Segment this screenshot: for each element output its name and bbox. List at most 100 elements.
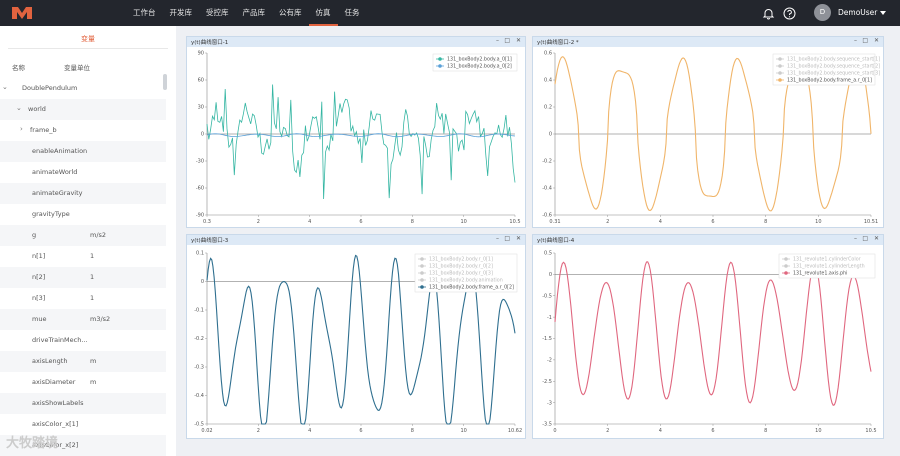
x-tick-label: 10: [815, 219, 821, 225]
legend-item[interactable]: 131_boxBody2.body.r_0[2]: [429, 264, 493, 270]
y-tick-label: -0.6: [542, 213, 552, 219]
tree-row[interactable]: gravityType: [0, 204, 166, 225]
x-tick-label: 8: [764, 219, 767, 225]
nav-item[interactable]: 产品库: [242, 8, 266, 17]
watermark: 大牧踏境: [6, 436, 59, 451]
variable-unit: m: [90, 357, 97, 365]
chart-2[interactable]: 0.6 0.4 0.2 0 -0.2 -0.4 -0.60.31 2 4 6 8 10 10.51 131…: [533, 47, 885, 229]
tree-row[interactable]: animateWorld: [0, 162, 166, 183]
legend-item[interactable]: 131_boxBody2.body.r_0[1]: [429, 257, 493, 263]
nav-item[interactable]: 工作台: [133, 8, 156, 17]
help-icon[interactable]: [783, 7, 796, 20]
top-bar: 工作台 开发库 受控库 产品库 公有库 仿真 任务 D DemoUser: [0, 0, 900, 26]
nav-item[interactable]: 公有库: [279, 8, 302, 17]
close-icon[interactable]: ✕: [515, 37, 521, 44]
panel-title: y(t)曲线窗口-4: [537, 238, 575, 244]
close-icon[interactable]: ✕: [515, 235, 521, 242]
x-tick-label: 2: [257, 428, 260, 434]
minimize-icon[interactable]: –: [496, 235, 499, 242]
x-tick-label: 8: [411, 219, 414, 225]
variable-name: n[1]: [32, 252, 46, 260]
variable-name: driveTrainMech...: [32, 336, 88, 344]
legend-item[interactable]: 131_boxBody2.body.frame_a.r_0[2]: [429, 285, 514, 291]
minimize-icon[interactable]: –: [854, 37, 857, 44]
legend[interactable]: 131_boxBody2.body.sequence_start[1]131_b…: [772, 53, 880, 86]
chevron-down-icon[interactable]: ⌄: [16, 104, 22, 112]
tree-row[interactable]: ⌄ world: [0, 99, 166, 120]
chart-4[interactable]: 0.50-0.5-1-1.5-2-2.5-3-3.50 2 4 6 8 10 10.5131…: [533, 245, 885, 440]
nav-item[interactable]: 开发库: [169, 8, 193, 17]
panel-title: y(t)曲线窗口-3: [191, 238, 229, 244]
y-tick-label: 0: [201, 132, 204, 138]
tree-row[interactable]: enableAnimation: [0, 141, 166, 162]
tree-row[interactable]: n[1] 1: [0, 246, 166, 267]
sidebar-title[interactable]: 变量: [81, 35, 95, 43]
column-unit: 变量单位: [64, 64, 90, 72]
legend-item[interactable]: 131_boxBody2.body.a_0[2]: [447, 64, 512, 70]
legend-item[interactable]: 131_boxBody2.body.sequence_start[2]: [787, 64, 880, 70]
maximize-icon[interactable]: □: [504, 235, 510, 242]
tree-row[interactable]: ⌄ DoublePendulum: [0, 78, 166, 99]
tree-row[interactable]: axisShowLabels: [0, 393, 166, 414]
panel-title: y(t)曲线窗口-1: [191, 40, 229, 46]
legend-item[interactable]: 131_boxBody2.body.r_0[3]: [429, 271, 493, 277]
maximize-icon[interactable]: □: [504, 37, 510, 44]
legend[interactable]: 131_boxBody2.body.a_0[1]131_boxBody2.bod…: [432, 53, 518, 72]
user-name[interactable]: DemoUser: [838, 8, 878, 17]
variable-name: mue: [32, 315, 47, 323]
legend-item[interactable]: 131_boxBody2.body.a_0[1]: [447, 57, 512, 63]
chart-panel-1: y(t)曲线窗口-1 – □ ✕ 90 60 30 0 -30 -60 -90 0.3 2 4 6 8…: [186, 36, 526, 228]
tree-row[interactable]: g m/s2: [0, 225, 166, 246]
minimize-icon[interactable]: –: [496, 37, 499, 44]
series-line: [206, 254, 516, 425]
variable-name: n[2]: [32, 273, 46, 281]
tree-row[interactable]: driveTrainMech...: [0, 330, 166, 351]
maximize-icon[interactable]: □: [862, 235, 868, 242]
chevron-down-icon[interactable]: [880, 11, 886, 15]
y-tick-label: 0.5: [544, 251, 552, 257]
scrollbar[interactable]: [163, 74, 167, 90]
legend-item[interactable]: 131_revolute1.cylinderColor: [793, 257, 861, 263]
avatar[interactable]: D: [814, 4, 831, 21]
legend-item[interactable]: 131_revolute1.axis.phi: [793, 271, 847, 277]
tree-row[interactable]: n[2] 1: [0, 267, 166, 288]
tree-row[interactable]: axisColor_x[2]: [0, 435, 166, 456]
chart-3[interactable]: 0.1 0 -0.1 -0.2 -0.3 -0.4 -0.50.02 2 4 6 8 10 10.62 1…: [187, 245, 527, 440]
legend-box: [432, 53, 518, 72]
close-icon[interactable]: ✕: [873, 37, 879, 44]
legend-item[interactable]: 131_revolute1.cylinderLength: [793, 264, 865, 270]
nav-item[interactable]: 仿真: [308, 0, 338, 26]
variable-name: axisShowLabels: [32, 399, 84, 407]
variable-name: g: [32, 231, 37, 239]
app-logo-icon[interactable]: [10, 3, 34, 23]
legend-item[interactable]: 131_boxBody2.body.sequence_start[3]: [787, 71, 880, 77]
legend[interactable]: 131_boxBody2.body.r_0[1]131_boxBody2.bod…: [414, 253, 518, 293]
tree-row[interactable]: axisDiameter m: [0, 372, 166, 393]
variable-name: axisColor_x[2]: [32, 441, 79, 449]
tree-row[interactable]: n[3] 1: [0, 288, 166, 309]
chevron-down-icon[interactable]: ⌄: [2, 83, 8, 91]
nav-item[interactable]: 受控库: [206, 8, 229, 17]
chart-1[interactable]: 90 60 30 0 -30 -60 -900.3 2 4 6 8 10 10.5 131_boxBody…: [187, 47, 527, 229]
legend-item[interactable]: 131_boxBody2.body.animation: [429, 278, 503, 284]
tree-row[interactable]: animateGravity: [0, 183, 166, 204]
tree-row[interactable]: axisColor_x[1]: [0, 414, 166, 435]
close-icon[interactable]: ✕: [873, 235, 879, 242]
legend-item[interactable]: 131_boxBody2.body.frame_a.r_0[1]: [787, 78, 872, 84]
variable-name: axisColor_x[1]: [32, 420, 79, 428]
x-tick-label: 4: [659, 219, 662, 225]
bell-icon[interactable]: [762, 7, 775, 20]
tree-row[interactable]: mue m3/s2: [0, 309, 166, 330]
chevron-right-icon[interactable]: ›: [20, 125, 23, 133]
minimize-icon[interactable]: –: [854, 235, 857, 242]
nav-item[interactable]: 任务: [344, 8, 360, 17]
y-tick-label: 90: [198, 51, 204, 57]
tree-row[interactable]: › frame_b: [0, 120, 166, 141]
legend[interactable]: 131_revolute1.cylinderColor131_revolute1…: [778, 253, 876, 279]
panel-header: y(t)曲线窗口-2 * – □ ✕: [533, 37, 883, 47]
tree-row[interactable]: axisLength m: [0, 351, 166, 372]
maximize-icon[interactable]: □: [862, 37, 868, 44]
x-tick-label: 10.62: [508, 428, 522, 434]
x-tick-label: 0: [553, 428, 556, 434]
legend-item[interactable]: 131_boxBody2.body.sequence_start[1]: [787, 57, 880, 63]
